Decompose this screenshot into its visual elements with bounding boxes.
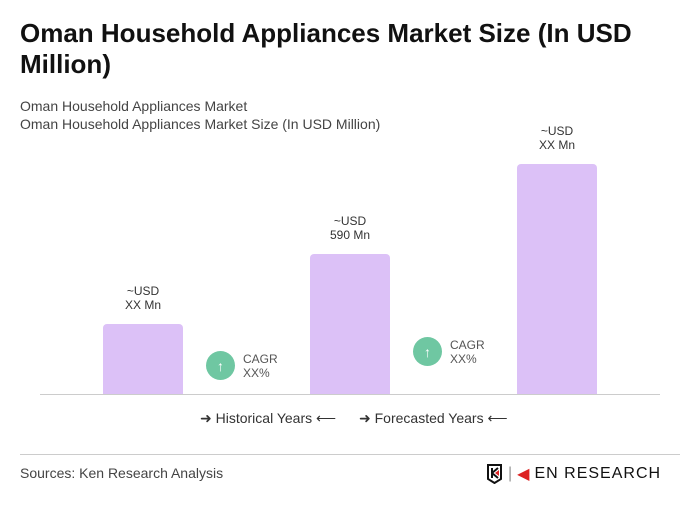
cagr-value: XX% xyxy=(243,365,270,380)
x-axis-line xyxy=(40,394,660,395)
data-label-line: XX Mn xyxy=(538,137,575,152)
divider xyxy=(20,454,680,455)
data-label-line: ~USD xyxy=(333,214,367,228)
cagr-badge: ↑ CAGR XX% xyxy=(206,351,278,380)
page-title: Oman Household Appliances Market Size (I… xyxy=(20,18,632,79)
subtitle-2: Oman Household Appliances Market Size (I… xyxy=(20,116,381,132)
arrow-up-icon: ↑ xyxy=(206,351,235,380)
cagr-value: XX% xyxy=(450,351,477,366)
arrow-up-icon: ↑ xyxy=(413,337,442,366)
bar xyxy=(310,254,390,394)
legend-label: Historical Years xyxy=(215,410,313,426)
data-label-line: XX Mn xyxy=(124,298,161,312)
cagr-badge: ↑ CAGR XX% xyxy=(413,337,485,366)
legend-historical: ➜ Historical Years ⟵ xyxy=(200,410,337,426)
data-label-line: 590 Mn xyxy=(329,228,371,242)
bar xyxy=(517,163,597,394)
data-label-line: ~USD xyxy=(540,123,574,138)
data-label: ~USD XX Mn xyxy=(497,124,617,152)
data-label: ~USD 590 Mn xyxy=(290,214,410,242)
source-text: Sources: Ken Research Analysis xyxy=(20,465,224,481)
data-label: ~USD XX Mn xyxy=(83,284,203,312)
legend-forecasted: ➜ Forecasted Years ⟵ xyxy=(359,410,508,426)
cagr-label: CAGR xyxy=(243,351,278,366)
data-label-line: ~USD xyxy=(126,284,160,298)
subtitle: Oman Household Appliances Market xyxy=(20,98,248,114)
ken-research-logo: | ◀ EN RESEARCH xyxy=(486,464,661,484)
bar xyxy=(103,324,183,394)
cagr-label: CAGR xyxy=(450,337,485,352)
logo-icon xyxy=(487,464,502,484)
legend-label: Forecasted Years xyxy=(374,410,484,426)
